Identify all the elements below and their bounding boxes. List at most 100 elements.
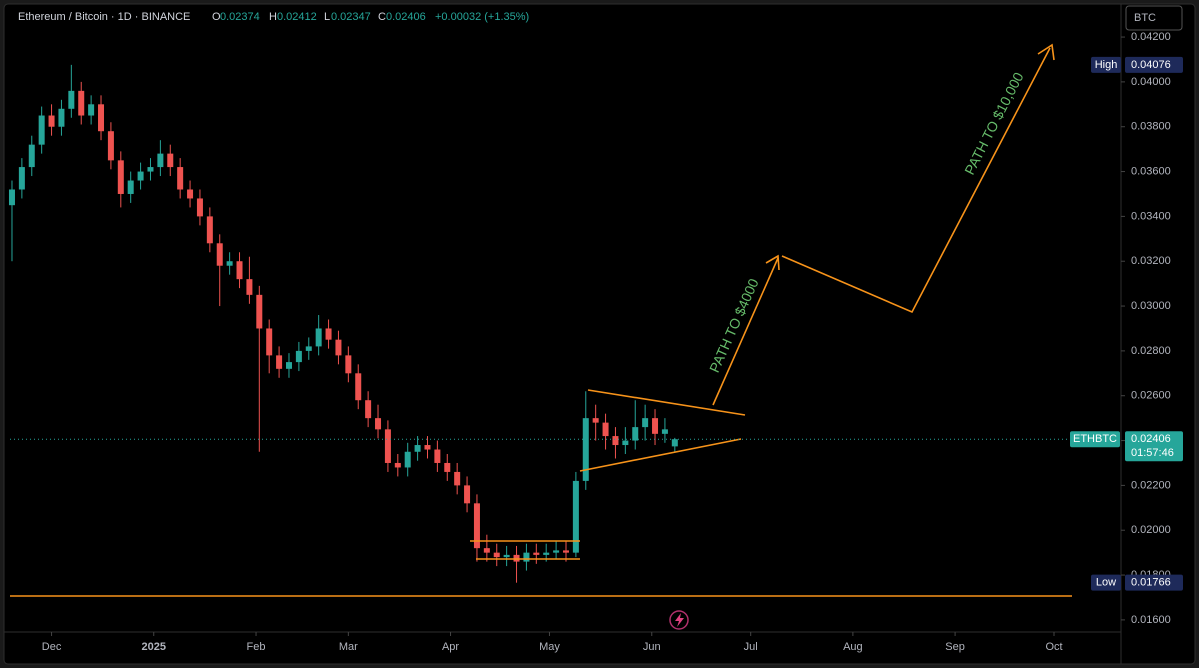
candle-body xyxy=(671,439,678,447)
candle-body xyxy=(266,328,273,356)
x-tick-label: Feb xyxy=(247,641,266,653)
candle-body xyxy=(236,261,243,280)
symbol-badge xyxy=(1070,431,1120,448)
ohlc-value: 0.02412 xyxy=(277,11,317,23)
candle-body xyxy=(68,90,75,109)
symbol-title: Ethereum / Bitcoin · 1D · BINANCE xyxy=(18,11,190,23)
y-tick-label: 0.04000 xyxy=(1131,76,1171,88)
candle-body xyxy=(562,550,569,553)
candle-body xyxy=(167,153,174,168)
x-tick-label: Jun xyxy=(643,641,661,653)
ohlc-key: C xyxy=(378,11,386,23)
ohlc-value: 0.02374 xyxy=(220,11,260,23)
candle-body xyxy=(147,167,154,172)
ohlc-key: O xyxy=(212,11,221,23)
candle-body xyxy=(424,445,431,450)
candle-body xyxy=(355,373,362,401)
candle-body xyxy=(226,261,233,266)
candle-body xyxy=(315,328,322,347)
triangle-lower xyxy=(579,438,742,472)
candle-body xyxy=(533,552,540,555)
candle-body xyxy=(503,554,510,558)
symbol-label: ETHBTC xyxy=(1073,433,1117,445)
candle-body xyxy=(48,115,55,127)
candle-body xyxy=(276,355,283,369)
ohlc-key: L xyxy=(324,11,330,23)
candle-body xyxy=(196,198,203,217)
candle-body xyxy=(572,480,579,553)
high-value: 0.04076 xyxy=(1131,59,1171,71)
ohlc-value: 0.02347 xyxy=(331,11,371,23)
candle-body xyxy=(216,243,223,266)
candle-body xyxy=(187,189,194,199)
candle-body xyxy=(622,440,629,446)
candle-body xyxy=(464,485,471,504)
candle-body xyxy=(325,328,332,340)
y-tick-label: 0.02800 xyxy=(1131,345,1171,357)
panel xyxy=(3,3,1196,665)
y-tick-label: 0.02000 xyxy=(1131,524,1171,536)
candle-body xyxy=(384,429,391,463)
candle-body xyxy=(88,104,95,116)
path-arrow-2 xyxy=(781,47,1051,314)
x-tick-label: Jul xyxy=(744,641,758,653)
low-value: 0.01766 xyxy=(1131,577,1171,589)
alert-icon[interactable] xyxy=(669,610,689,630)
candle-body xyxy=(285,362,292,369)
candle-body xyxy=(523,552,530,562)
candle-body xyxy=(117,160,124,194)
price-label: 0.02406 xyxy=(1131,433,1171,445)
currency[interactable]: BTC xyxy=(1134,12,1156,24)
candle-body xyxy=(661,429,668,434)
candle-body xyxy=(295,350,302,363)
currency-button[interactable] xyxy=(1125,5,1183,31)
x-tick-label: Dec xyxy=(42,641,62,653)
candle-body xyxy=(206,216,213,244)
x-tick-label: May xyxy=(539,641,560,653)
x-tick-label: Aug xyxy=(843,641,863,653)
candle-body xyxy=(38,115,45,145)
candle-body xyxy=(592,418,599,423)
low-key: Low xyxy=(1096,577,1116,589)
candle-body xyxy=(335,339,342,356)
candle-body xyxy=(642,418,649,428)
candle-body xyxy=(58,108,65,127)
candle-body xyxy=(246,279,253,295)
y-tick-label: 0.03800 xyxy=(1131,121,1171,133)
ohlc-key: H xyxy=(269,11,277,23)
candle-body xyxy=(137,171,144,181)
high-key: High xyxy=(1095,59,1118,71)
candle-body xyxy=(473,503,480,549)
y-tick-label: 0.04200 xyxy=(1131,31,1171,43)
candle-body xyxy=(8,189,15,206)
candle-body xyxy=(345,355,352,374)
high-badge xyxy=(1125,56,1183,73)
y-tick-label: 0.01600 xyxy=(1131,614,1171,626)
candle-body xyxy=(553,550,560,553)
arrow-head-1 xyxy=(765,254,780,271)
arrow-head-2 xyxy=(1037,43,1055,61)
candle-body xyxy=(28,144,35,168)
price-badge xyxy=(1125,431,1183,462)
candle-body xyxy=(414,445,421,452)
x-tick-label: Oct xyxy=(1045,641,1062,653)
high-key-badge xyxy=(1091,56,1121,73)
candle-body xyxy=(612,436,619,446)
x-tick-label: Apr xyxy=(442,641,459,653)
triangle-upper xyxy=(587,389,746,416)
path-arrow-1 xyxy=(712,257,779,406)
candle-body xyxy=(305,346,312,351)
y-tick-label: 0.02600 xyxy=(1131,390,1171,402)
candle-body xyxy=(444,462,451,472)
change: +0.00032 (+1.35%) xyxy=(435,11,529,23)
candle-body xyxy=(602,422,609,437)
candle-body xyxy=(632,427,639,441)
candle-body xyxy=(404,451,411,468)
countdown: 01:57:46 xyxy=(1131,447,1174,459)
candle-body xyxy=(107,131,114,161)
low-key-badge xyxy=(1091,574,1121,591)
y-tick-label: 0.03000 xyxy=(1131,300,1171,312)
candle-body xyxy=(375,418,382,430)
candle-body xyxy=(157,153,164,168)
